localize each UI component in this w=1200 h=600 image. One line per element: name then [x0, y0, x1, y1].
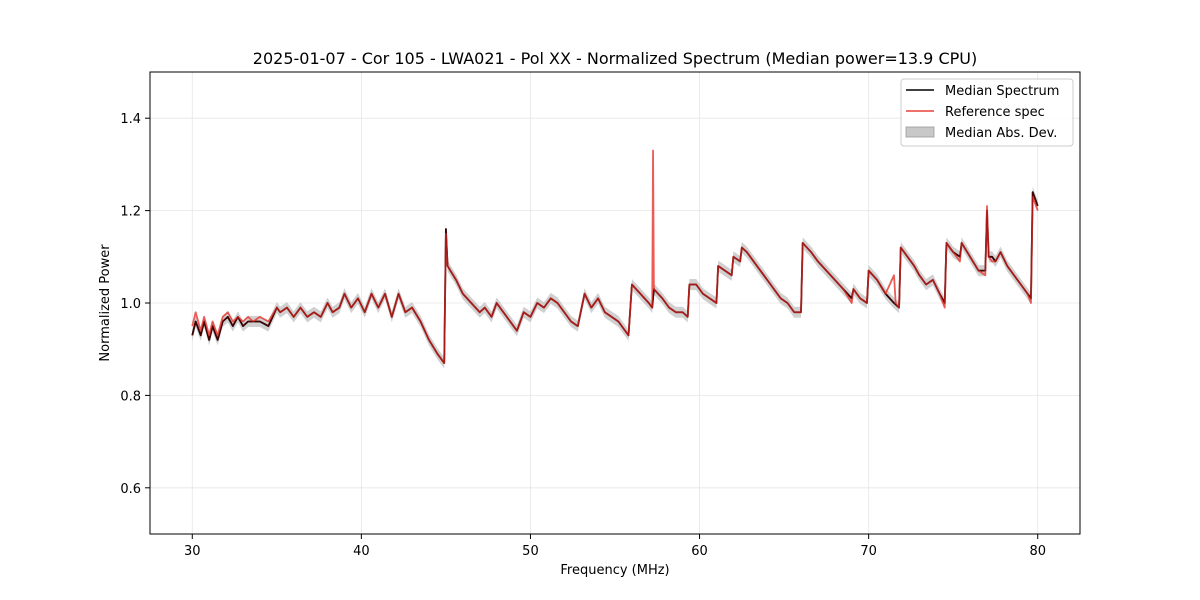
- y-tick-label: 0.8: [120, 389, 141, 404]
- y-tick-label: 1.4: [120, 112, 141, 127]
- y-axis-ticks: 0.6 0.8 1.0 1.2 1.4: [120, 112, 150, 497]
- x-tick-label: 60: [691, 544, 708, 559]
- legend-mad-swatch: [905, 126, 935, 138]
- x-axis-ticks: 30 40 50 60 70 80: [184, 534, 1046, 559]
- y-tick-label: 1.2: [120, 205, 141, 220]
- x-tick-label: 80: [1029, 544, 1046, 559]
- y-tick-label: 1.0: [120, 297, 141, 312]
- x-tick-label: 70: [860, 544, 877, 559]
- x-tick-label: 30: [184, 544, 201, 559]
- x-tick-label: 40: [353, 544, 370, 559]
- median-overlay-line: [191, 191, 1039, 364]
- legend-mad-label: Median Abs. Dev.: [945, 126, 1057, 141]
- legend: Median Spectrum Reference spec Median Ab…: [900, 78, 1074, 147]
- legend-box: [900, 78, 1074, 147]
- y-axis-label: Normalized Power: [98, 244, 113, 362]
- legend-median-label: Median Spectrum: [945, 84, 1059, 99]
- x-tick-label: 50: [522, 544, 539, 559]
- y-tick-label: 0.6: [120, 482, 141, 497]
- series-lines: [191, 149, 1039, 364]
- chart-title: 2025-01-07 - Cor 105 - LWA021 - Pol XX -…: [253, 49, 977, 68]
- legend-reference-label: Reference spec: [945, 105, 1045, 120]
- x-axis-label: Frequency (MHz): [560, 563, 669, 578]
